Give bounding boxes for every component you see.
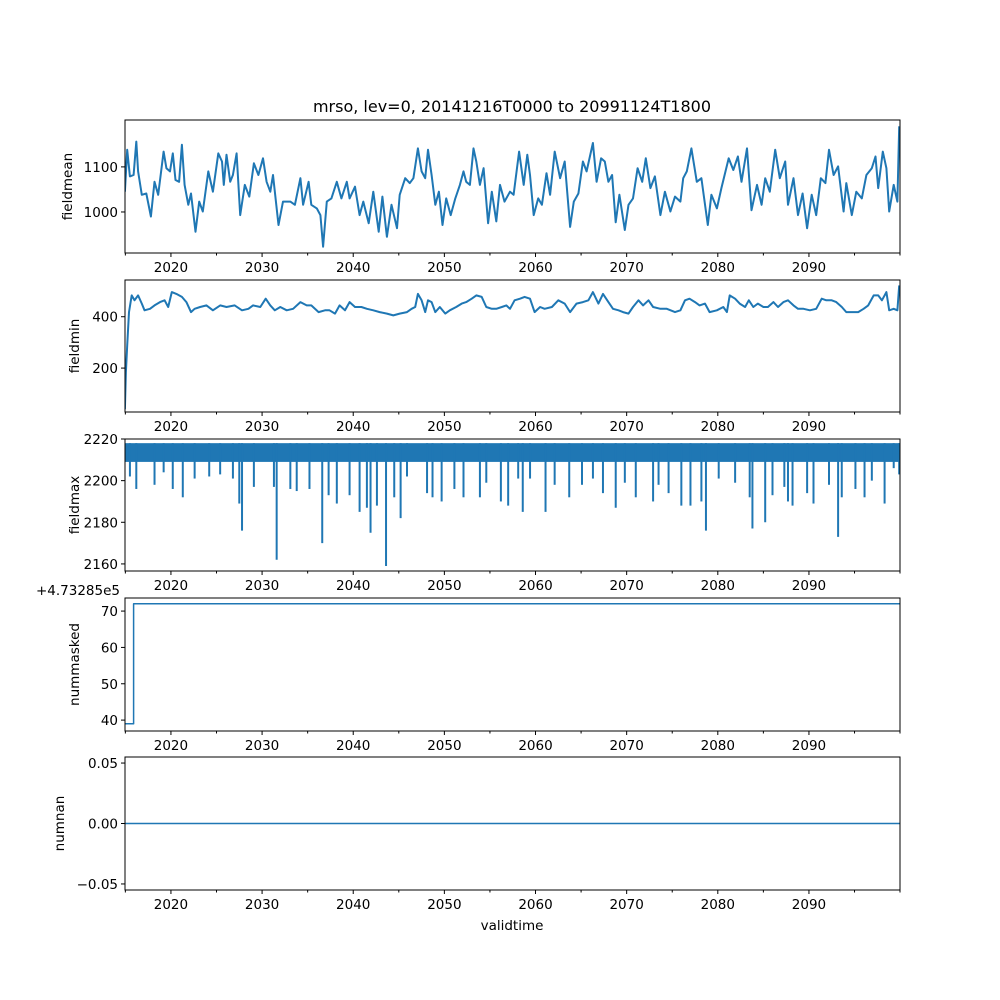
x-tick-label: 2070 [609,578,643,594]
x-tick-label: 2030 [245,419,279,435]
x-tick-label: 2050 [427,738,461,754]
y-tick-label: 2180 [84,515,118,531]
plot-area [125,443,900,567]
x-tick-label: 2070 [609,738,643,754]
x-tick-label: 2050 [427,260,461,276]
y-axis-label: nummasked [67,623,83,706]
y-axis-label: fieldmax [67,476,83,535]
y-offset-text: +4.73285e5 [36,583,120,599]
x-axis-label: validtime [481,918,544,934]
x-tick-label: 2090 [792,897,826,913]
x-tick-label: 2060 [518,260,552,276]
panel-nummasked: 40 50 60 70 2020 2030 2040 2050 2060 2070 2080 2090… [36,583,901,754]
y-tick-label: 2200 [84,474,118,490]
x-tick-label: 2090 [792,419,826,435]
x-tick-label: 2090 [792,260,826,276]
y-axis-label: fieldmin [67,319,83,374]
x-tick-label: 2060 [518,578,552,594]
y-tick-label: 50 [101,677,118,693]
plot-area [125,603,900,725]
y-axis-label: numnan [52,796,68,852]
series-line-nummasked [125,603,900,725]
plot-area [125,285,900,410]
x-tick-label: 2050 [427,897,461,913]
panel-numnan: −0.05 0.00 0.05 2020 2030 2040 2050 2060 2070 208… [52,756,901,913]
y-tick-label: 40 [101,713,118,729]
y-tick-label: 200 [92,361,118,377]
y-tick-label: 60 [101,640,118,656]
x-tick-label: 2070 [609,260,643,276]
x-tick-label: 2030 [245,738,279,754]
series-line-fieldmean [125,126,900,248]
x-tick-label: 2020 [154,897,188,913]
y-tick-label: 2160 [84,557,118,573]
y-tick-label: 0.00 [88,817,118,833]
x-tick-label: 2070 [609,419,643,435]
x-tick-label: 2080 [701,578,735,594]
x-tick-label: 2060 [518,419,552,435]
x-tick-label: 2050 [427,578,461,594]
x-tick-label: 2090 [792,738,826,754]
y-axis-label: fieldmean [60,153,76,220]
x-tick-label: 2060 [518,738,552,754]
plot-area [125,126,900,248]
y-tick-label: 1000 [84,205,118,221]
y-tick-label: 400 [92,310,118,326]
axes-frame [124,438,901,572]
x-tick-label: 2040 [336,260,370,276]
x-tick-label: 2020 [154,260,188,276]
x-tick-label: 2040 [336,738,370,754]
x-tick-label: 2040 [336,419,370,435]
panel-fieldmax: 2160 2180 2200 2220 2020 2030 2040 2050 2060 2070… [67,432,901,594]
x-tick-label: 2020 [154,419,188,435]
x-tick-label: 2080 [701,260,735,276]
x-tick-label: 2030 [245,578,279,594]
y-tick-label: −0.05 [77,877,118,893]
x-tick-label: 2030 [245,897,279,913]
x-tick-label: 2040 [336,578,370,594]
y-tick-label: 70 [101,604,118,620]
y-tick-label: 1100 [84,160,118,176]
axes-frame [124,119,901,254]
y-tick-label: 2220 [84,432,118,448]
axes-frame [124,279,901,413]
x-tick-label: 2050 [427,419,461,435]
x-tick-label: 2020 [154,578,188,594]
x-tick-label: 2070 [609,897,643,913]
panel-fieldmin: 200 400 2020 2030 2040 2050 2060 2070 2080 2090 fi… [67,279,901,435]
series-line-fieldmin [125,285,900,410]
x-tick-label: 2030 [245,260,279,276]
x-tick-label: 2080 [701,897,735,913]
y-tick-label: 0.05 [88,756,118,772]
x-tick-label: 2020 [154,738,188,754]
x-tick-label: 2080 [701,419,735,435]
x-tick-label: 2040 [336,897,370,913]
x-tick-label: 2080 [701,738,735,754]
chart-title: mrso, lev=0, 20141216T0000 to 20991124T1… [313,97,711,116]
x-tick-label: 2060 [518,897,552,913]
x-tick-label: 2090 [792,578,826,594]
axes-frame [124,597,901,732]
panel-fieldmean: 1000 1100 2020 2030 2040 2050 2060 2070 2080 2090… [60,119,901,276]
